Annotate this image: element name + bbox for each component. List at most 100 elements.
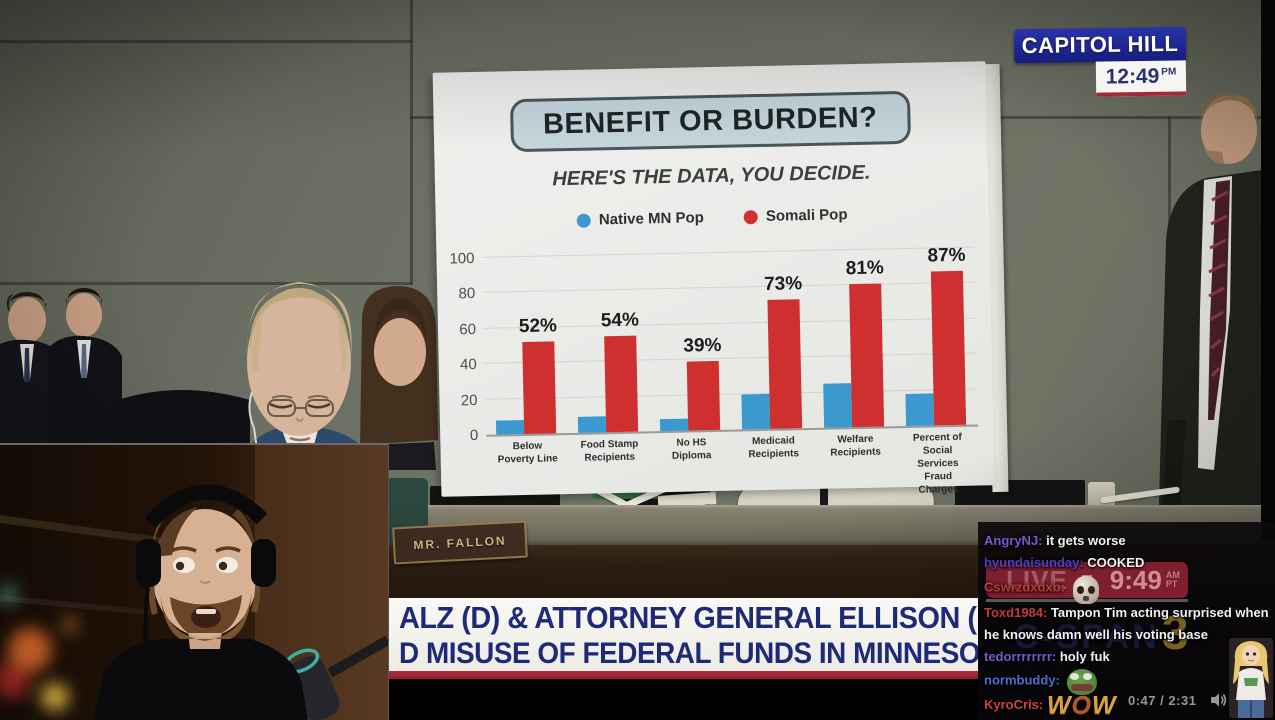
bar-somali [686, 360, 721, 431]
skull-emote [1072, 576, 1099, 604]
chart-subtitle: HERE'S THE DATA, YOU DECIDE. [552, 161, 871, 191]
category-label: No HS Diploma [671, 437, 712, 462]
bar-native-mn [659, 418, 689, 432]
streamer-webcam [0, 443, 389, 720]
bar-native-mn [741, 393, 771, 430]
chat-message: hyundaisunday: COOKED [984, 552, 1271, 574]
bar-somali [849, 283, 885, 428]
chart-title-box: BENEFIT OR BURDEN? [509, 90, 911, 153]
wall-seam [0, 282, 412, 285]
bar-value-label: 81% [845, 257, 885, 279]
elapsed-time: 0:47 [1128, 692, 1157, 708]
y-axis-tick: 40 [459, 356, 477, 374]
nameplate-text: MR. FALLON [413, 533, 507, 552]
y-axis-tick: 60 [459, 320, 477, 339]
bar-group: 39% No HS Diploma [654, 253, 724, 462]
category-label: Food Stamp Recipients [580, 438, 639, 464]
live-label: LIVE [1006, 564, 1068, 595]
frame-edge [1261, 0, 1275, 540]
chat-username: hyundaisunday: [984, 555, 1088, 570]
legend-item-somali: Somali Pop [743, 206, 848, 225]
streamer-figure [92, 484, 308, 720]
time-separator: / [1160, 692, 1165, 708]
cspan-watermark: C-SPAN 3 [1014, 607, 1189, 661]
player-timestamp: 0:47 / 2:31 [1128, 693, 1196, 708]
category-label: Percent of Social Services Fraud Charges [912, 431, 962, 496]
bar-somali [930, 270, 967, 426]
chat-username: tedorrrrrrrr: [984, 649, 1060, 664]
legend-dot-blue [576, 213, 592, 228]
player-controls: 0:47 / 2:31 [1128, 692, 1228, 708]
category-label: Below Poverty Line [497, 440, 558, 466]
background-bokeh [0, 585, 79, 711]
chat-messages: AngryNJ: it gets worse hyundaisunday: COO… [978, 522, 1275, 720]
volume-icon[interactable] [1210, 692, 1228, 708]
chat-username: normbuddy: [984, 672, 1064, 688]
chat-message: KyroCris: WOW [984, 691, 1271, 720]
bar-group: 81% Welfare Recipients [818, 249, 888, 459]
live-suffix-pt: PT [1165, 579, 1178, 589]
legend-label: Somali Pop [765, 206, 848, 225]
news-chyron: ALZ (D) & ATTORNEY GENERAL ELLISON (D D … [378, 598, 978, 679]
chart-poster: BENEFIT OR BURDEN? HERE'S THE DATA, YOU … [432, 61, 995, 497]
chat-username: Cswrzdxdxb: [984, 579, 1069, 595]
y-axis-tick: 100 [449, 250, 475, 268]
chat-message: normbuddy: [984, 668, 1271, 695]
bar-group: 52% Below Poverty Line [491, 256, 561, 466]
location-badge-text: CAPITOL HILL [1021, 30, 1179, 59]
standing-man [1158, 94, 1262, 540]
chat-text: holy fuk [1059, 649, 1110, 664]
bar-somali [604, 336, 639, 433]
clock-suffix: PM [1161, 66, 1177, 78]
chart-legend: Native MN Pop Somali Pop [436, 203, 989, 232]
wow-emote: WOW [1046, 691, 1117, 720]
bar-value-label: 39% [683, 334, 722, 357]
chat-text: it gets worse [1046, 533, 1126, 548]
chat-message: Toxd1984: Tampon Tim acting surprised wh… [984, 602, 1271, 646]
chat-message: Cswrzdxdxb: [984, 574, 1271, 604]
chart-title: BENEFIT OR BURDEN? [542, 101, 878, 141]
clock-time: 12:49 [1105, 64, 1160, 88]
streamer-illustration [0, 445, 388, 720]
chat-username: AngryNJ: [984, 533, 1047, 548]
chyron-line-2: D MISUSE OF FEDERAL FUNDS IN MINNESOT [399, 637, 978, 670]
bar-native-mn [905, 393, 935, 426]
chyron-red-bar [378, 671, 978, 679]
chat-message: tedorrrrrrrr: holy fuk [984, 646, 1271, 668]
bar-somali [522, 341, 557, 434]
chart-plot: 0 20 40 60 80 100 52% Below Poverty Line 54% Food… [449, 244, 979, 496]
live-time-suffix: AM PT [1166, 571, 1180, 589]
legend-dot-red [743, 209, 759, 224]
y-axis-tick: 0 [469, 426, 479, 445]
live-suffix-am: AM [1165, 570, 1180, 580]
bar-value-label: 54% [600, 309, 640, 332]
category-label: Medicaid Recipients [748, 435, 800, 461]
chat-overlay: LIVE 9:49 AM PT C-SPAN 3 AngryNJ: it get… [978, 522, 1275, 720]
cspan-watermark-digit: 3 [1161, 607, 1189, 660]
chat-text: Tampon Tim acting surprised when he know… [984, 605, 1269, 642]
legend-item-native: Native MN Pop [576, 209, 704, 229]
bar-group: 87% Percent of Social Services Fraud Char… [900, 244, 970, 496]
chyron-line-1: ALZ (D) & ATTORNEY GENERAL ELLISON (D [399, 600, 978, 635]
pepe-emote [1067, 669, 1098, 695]
wall-seam [410, 0, 413, 285]
bar-value-label: 73% [763, 272, 803, 295]
live-time: 9:49 [1109, 564, 1162, 595]
y-axis-tick: 20 [460, 391, 478, 409]
audience-member [0, 292, 62, 470]
bar-native-mn [577, 416, 607, 433]
y-axis-tick: 80 [458, 285, 476, 303]
bar-somali [767, 299, 803, 429]
broadcast-clock: 12:49 PM [1095, 60, 1187, 97]
total-duration: 2:31 [1168, 692, 1197, 708]
bar-value-label: 87% [927, 244, 966, 267]
bar-group: 73% Medicaid Recipients [736, 251, 806, 460]
audience-member [48, 288, 122, 470]
chat-username: Toxd1984: [984, 605, 1051, 620]
location-badge: CAPITOL HILL [1013, 26, 1187, 64]
wall-seam [0, 40, 412, 43]
nameplate: MR. FALLON [392, 520, 528, 565]
chat-username: KyroCris: [984, 697, 1047, 712]
chat-message: AngryNJ: it gets worse [984, 530, 1271, 552]
